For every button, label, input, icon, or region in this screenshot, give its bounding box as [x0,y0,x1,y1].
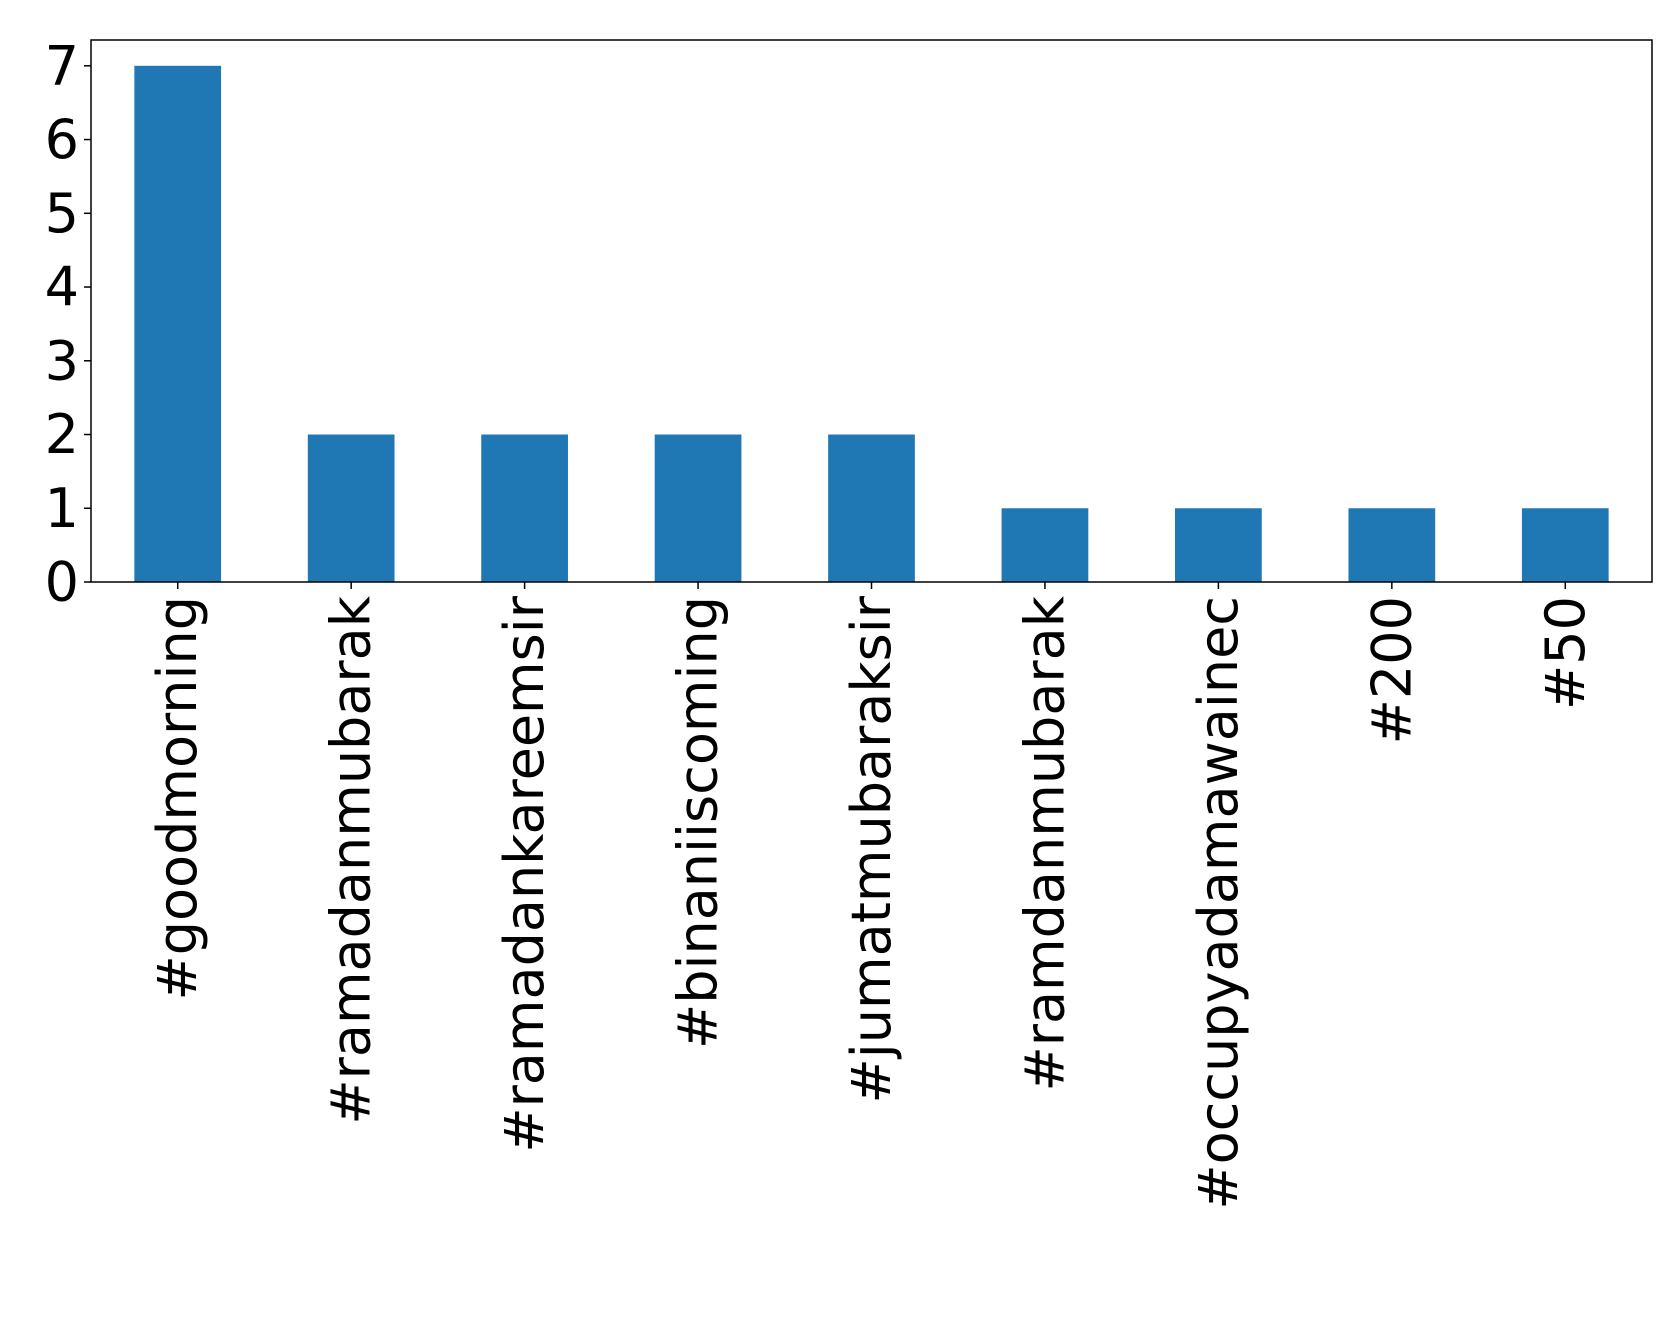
x-tick-label: #goodmorning [146,596,209,1001]
bar [134,65,222,583]
x-tick-label: #jumatmubaraksir [840,595,903,1103]
x-tick-label: #ramdanmubarak [1013,595,1076,1091]
x-tick-label: #200 [1360,596,1423,744]
x-tick-label: #binaniiscoming [667,596,730,1049]
bars-group [134,65,1609,583]
y-tick-label: 3 [45,329,79,392]
bar [828,434,915,582]
y-tick-label: 7 [45,34,79,97]
bar [1521,508,1609,582]
y-tick-label: 1 [45,477,79,540]
y-tick-label: 5 [45,182,79,245]
bar [1348,508,1436,582]
y-tick-label: 4 [45,256,79,319]
bar [307,434,395,582]
y-tick-label: 0 [45,551,79,614]
y-axis-ticks: 0 1 2 3 4 5 6 7 [45,34,91,614]
x-tick-label: #ramadanmubarak [320,595,383,1124]
y-tick-label: 6 [45,108,79,171]
bar [1175,508,1262,582]
x-axis-ticks: #goodmorning #ramadanmubarak #ramadankaree… [146,582,1597,1210]
bar [654,434,742,582]
y-tick-label: 2 [45,403,79,466]
x-tick-label: #ramadankareemsir [493,595,556,1152]
bar [481,434,568,582]
x-tick-label: #occupyadamawainec [1187,596,1250,1210]
plot-frame [90,39,1653,583]
x-tick-label: #50 [1534,596,1597,710]
bar [1001,508,1089,582]
